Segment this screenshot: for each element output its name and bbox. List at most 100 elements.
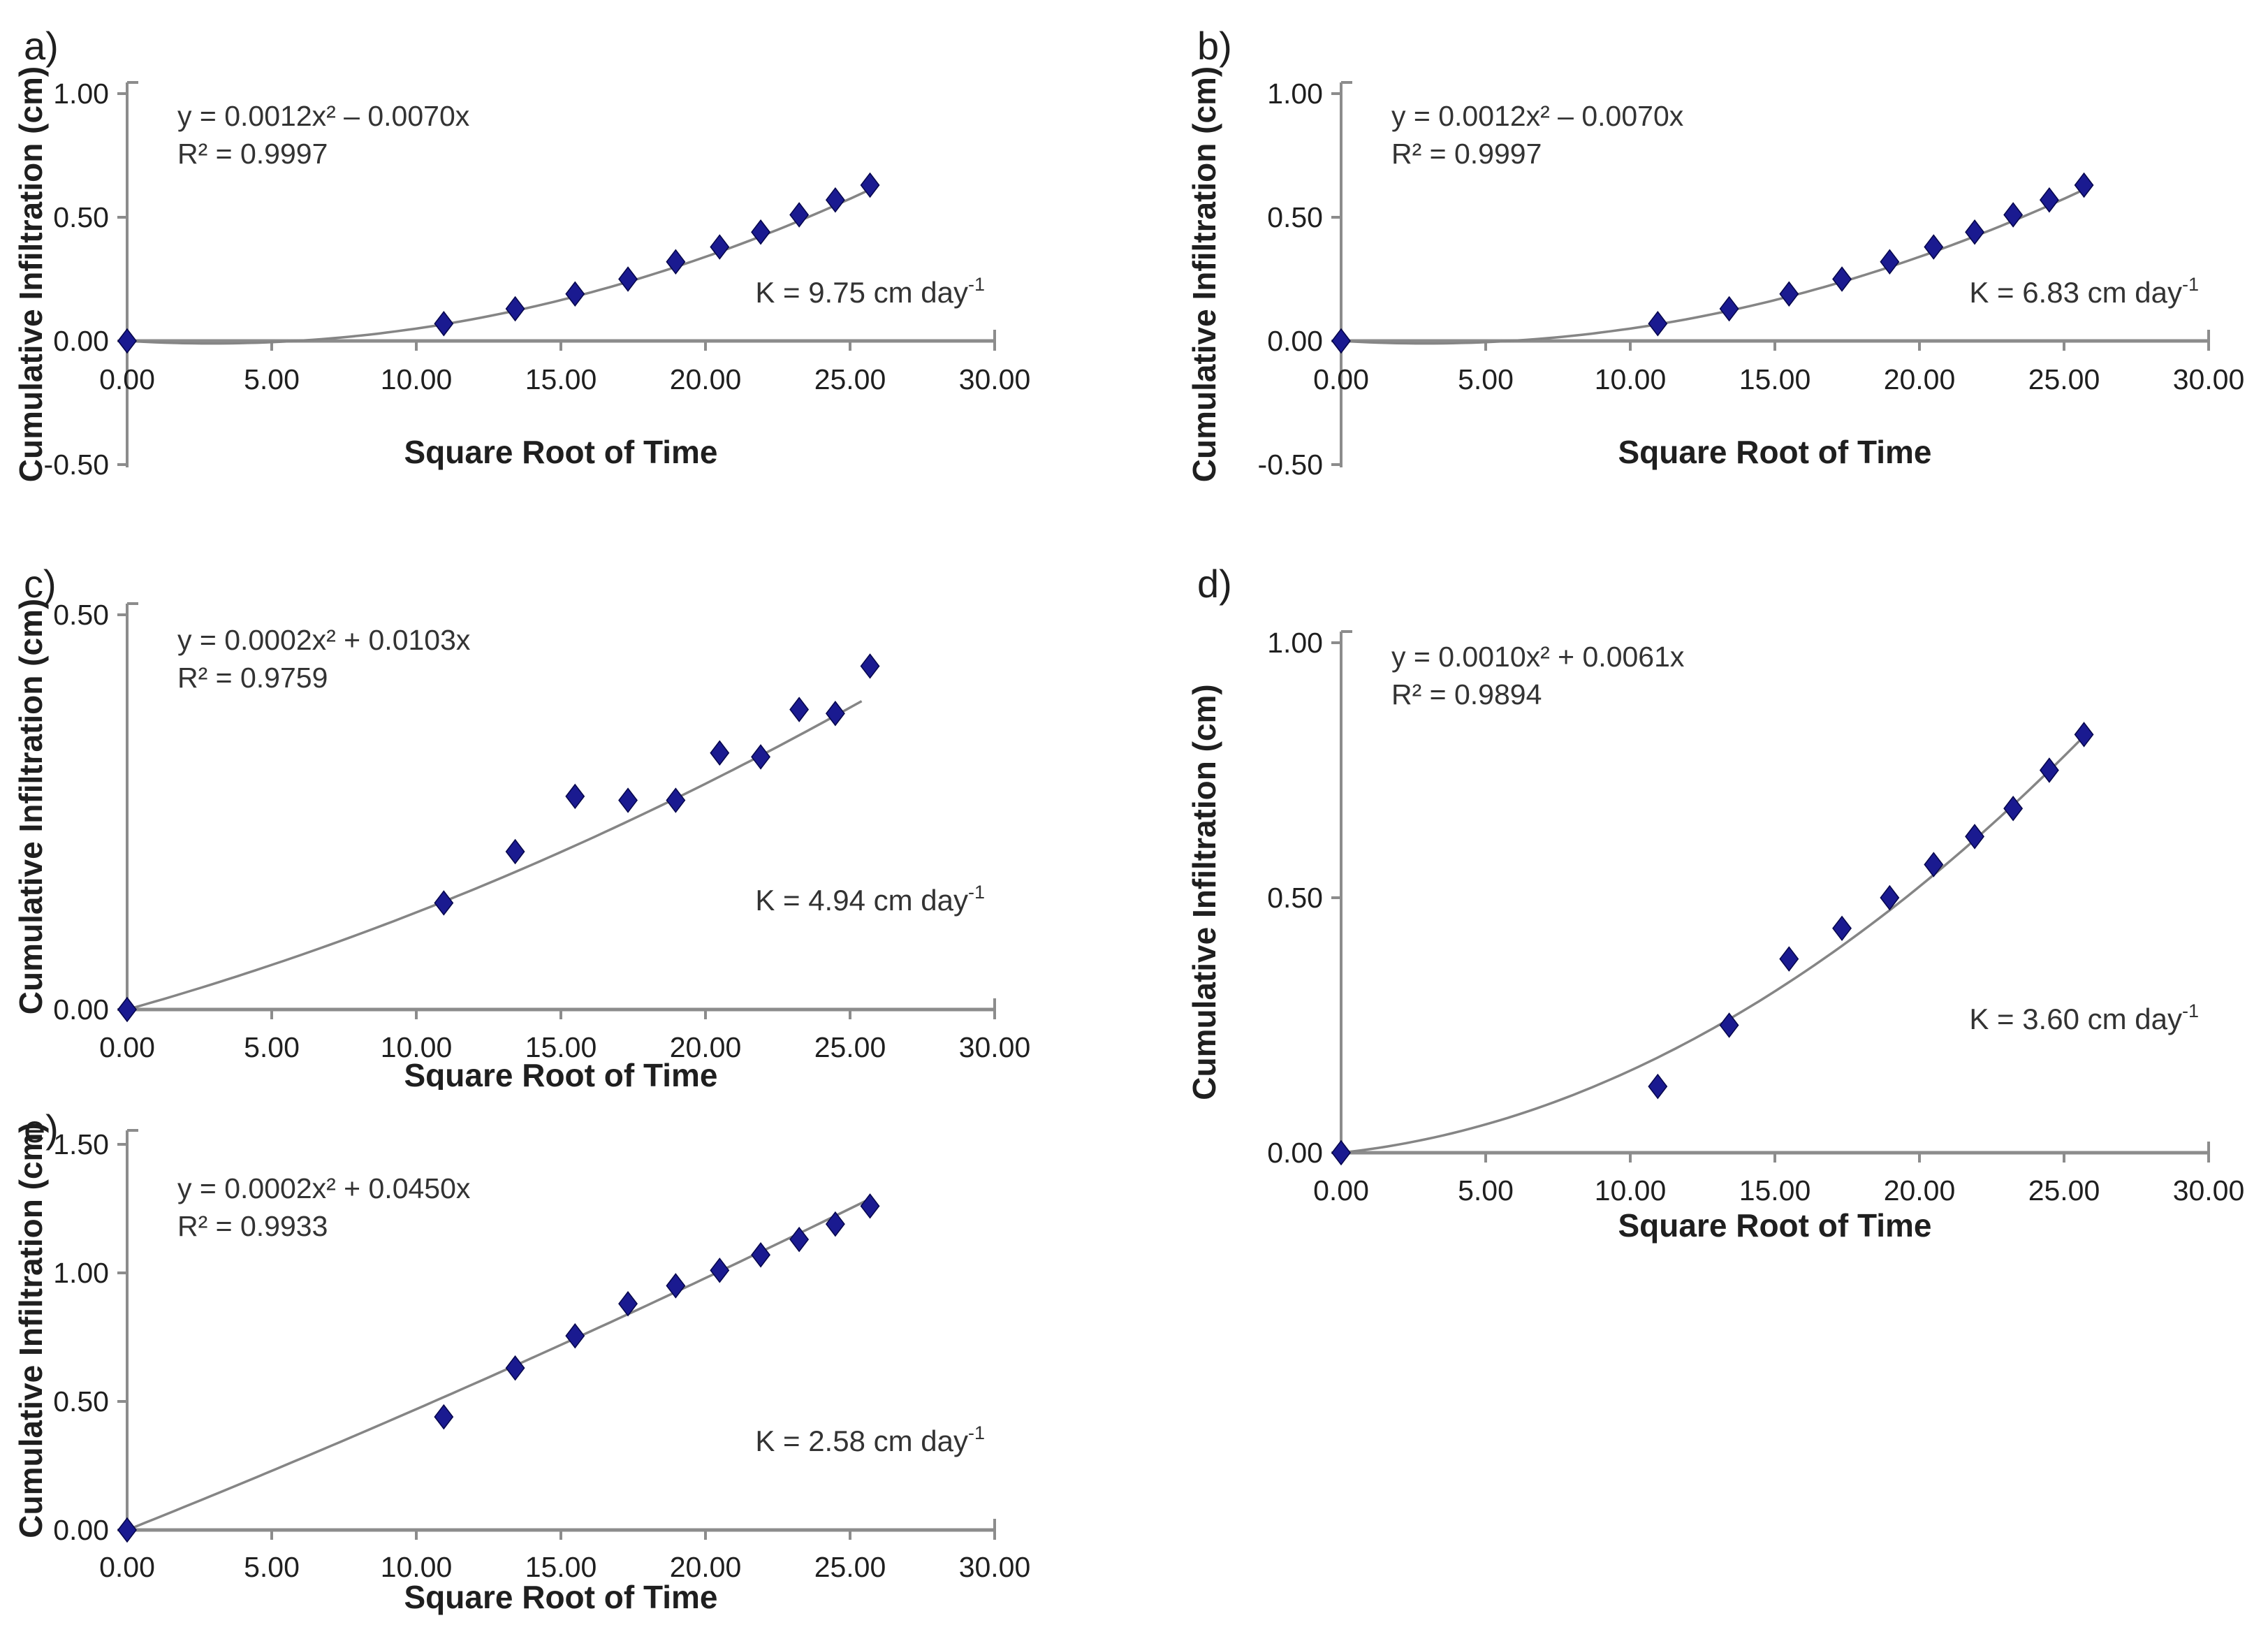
y-tick-label: -0.50	[44, 449, 109, 481]
data-point	[505, 1355, 525, 1381]
r-squared-label: R² = 0.9759	[177, 662, 328, 694]
x-tick-label: 15.00	[1739, 363, 1811, 395]
data-point	[1719, 1012, 1739, 1038]
x-tick-label: 20.00	[670, 1031, 742, 1063]
data-point	[618, 266, 638, 292]
x-tick-label: 10.00	[381, 1551, 453, 1583]
chart-svg-c: c)Cumulative Infiltration (cm) 0.000.500.…	[13, 562, 1030, 1093]
data-point	[1648, 1073, 1668, 1100]
data-point	[860, 1193, 880, 1219]
x-tick-label: 25.00	[814, 363, 886, 395]
r-squared-label: R² = 0.9997	[1391, 138, 1542, 170]
data-point	[434, 890, 454, 916]
panel-letter: d)	[1197, 562, 1232, 606]
y-tick-label: 0.00	[53, 1514, 109, 1546]
x-tick-label: 20.00	[1884, 1174, 1956, 1207]
data-point	[1924, 852, 1944, 877]
x-tick-label: 25.00	[2028, 1174, 2100, 1207]
k-value-label: K = 2.58 cm day-1	[755, 1422, 985, 1457]
panel-letter: e)	[24, 1107, 59, 1151]
x-tick-label: 15.00	[525, 363, 597, 395]
r-squared-label: R² = 0.9997	[177, 138, 328, 170]
trendline	[126, 700, 863, 1011]
trendline	[126, 1197, 871, 1531]
data-point	[825, 187, 845, 213]
y-axis-title: Cumulative Infiltration (cm)	[13, 66, 49, 482]
y-tick-label: 0.00	[1267, 325, 1323, 357]
x-tick-label: 0.00	[99, 1551, 155, 1583]
x-tick-label: 10.00	[381, 1031, 453, 1063]
data-point	[1331, 328, 1351, 354]
trendline	[126, 188, 871, 345]
x-tick-label: 5.00	[244, 1031, 300, 1063]
y-tick-label: 1.00	[1267, 627, 1323, 659]
x-tick-label: 0.00	[99, 363, 155, 395]
y-tick-label: 0.00	[53, 325, 109, 357]
chart-panel-b: b) Cumulative Infiltration (cm) -0.50 0.00 0…	[1173, 0, 2267, 538]
y-tick-label: 0.50	[53, 599, 109, 631]
data-point	[751, 744, 771, 770]
data-point	[505, 838, 525, 865]
data-point	[434, 1404, 454, 1430]
x-tick-label: 10.00	[1595, 363, 1667, 395]
y-tick-label: 1.00	[1267, 78, 1323, 110]
data-point	[1648, 310, 1668, 337]
y-tick-label: 0.50	[53, 201, 109, 233]
data-point	[1924, 234, 1944, 260]
data-point	[1719, 296, 1739, 322]
equation-label: y = 0.0002x² + 0.0450x	[177, 1172, 471, 1204]
panel-letter: b)	[1197, 24, 1232, 68]
data-point	[789, 1226, 810, 1253]
x-tick-label: 30.00	[959, 363, 1031, 395]
data-point	[117, 1517, 137, 1543]
data-point	[117, 328, 137, 354]
x-tick-label: 15.00	[525, 1031, 597, 1063]
data-point	[1880, 884, 1900, 911]
equation-label: y = 0.0002x² + 0.0103x	[177, 624, 471, 656]
x-tick-label: 5.00	[244, 363, 300, 395]
y-axis-title: Cumulative Infiltration (cm)	[13, 599, 49, 1014]
chart-panel-a: a) Cumulative Infiltration (cm) -0.50 0.00 0…	[0, 0, 1090, 538]
chart-svg-e: e)Cumulative Infiltration (cm) 0.000.501.…	[13, 1107, 1031, 1615]
data-point	[789, 697, 810, 722]
trendline	[1340, 735, 2085, 1154]
y-tick-label: 0.50	[1267, 882, 1323, 914]
data-point	[2039, 757, 2059, 783]
equation-label: y = 0.0010x² + 0.0061x	[1391, 641, 1685, 673]
y-tick-label: 0.50	[1267, 201, 1323, 233]
panel-letter: c)	[24, 562, 57, 606]
data-point	[666, 1273, 686, 1299]
data-point	[710, 1258, 730, 1283]
y-tick-label: 0.50	[53, 1385, 109, 1418]
data-point	[618, 787, 638, 813]
y-tick-label: 1.00	[53, 1257, 109, 1289]
x-tick-label: 0.00	[1313, 1174, 1369, 1207]
chart-panel-e: e) Cumulative Infiltration (cm) 0.00 0.50 1.…	[0, 1090, 1090, 1622]
x-tick-label: 15.00	[525, 1551, 597, 1583]
data-point	[1965, 824, 1985, 850]
r-squared-label: R² = 0.9933	[177, 1210, 328, 1242]
y-axis-title: Cumulative Infiltration (cm)	[13, 1122, 49, 1538]
x-tick-label: 15.00	[1739, 1174, 1811, 1207]
chart-panel-d: d) Cumulative Infiltration (cm) 0.00 0.50 1.…	[1173, 538, 2267, 1247]
y-axis-title: Cumulative Infiltration (cm)	[1186, 66, 1222, 482]
x-tick-label: 10.00	[1595, 1174, 1667, 1207]
data-point	[2003, 202, 2024, 228]
panel-letter: a)	[24, 24, 59, 68]
x-tick-label: 25.00	[814, 1031, 886, 1063]
data-point	[751, 1242, 771, 1268]
equation-label: y = 0.0012x² – 0.0070x	[177, 100, 470, 132]
k-value-label: K = 6.83 cm day-1	[1969, 274, 2199, 309]
chart-svg-d: d) Cumulative Infiltration (cm) 0.00 0.50 1.…	[1186, 562, 2244, 1244]
x-axis-title: Square Root of Time	[1618, 1207, 1932, 1244]
data-point	[666, 787, 686, 813]
data-point	[860, 172, 880, 198]
y-axis-title: Cumulative Infiltration (cm)	[1186, 684, 1222, 1100]
data-point	[2003, 796, 2024, 822]
data-point	[825, 1211, 845, 1237]
data-point	[1880, 249, 1900, 275]
data-point	[618, 1290, 638, 1317]
x-tick-label: 30.00	[959, 1551, 1031, 1583]
data-point	[565, 281, 585, 307]
x-tick-label: 5.00	[1458, 363, 1514, 395]
